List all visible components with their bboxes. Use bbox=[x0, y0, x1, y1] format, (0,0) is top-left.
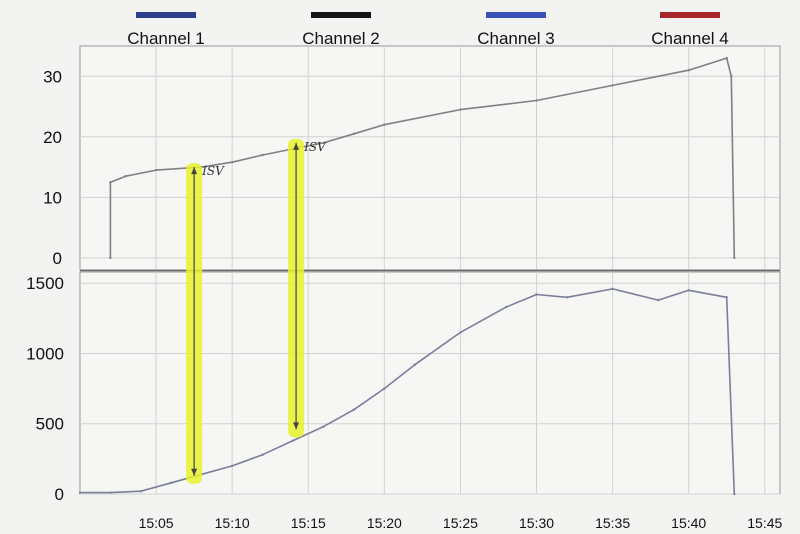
bottom-series-line-point bbox=[725, 296, 728, 299]
bottom-plot-area bbox=[79, 271, 781, 495]
bottom-series-line-point bbox=[78, 491, 82, 494]
highlight-arrow-head-up bbox=[191, 167, 198, 175]
top-series-line-point bbox=[730, 75, 733, 78]
x-tick-label: 15:25 bbox=[443, 515, 478, 531]
legend-swatch-channel-4 bbox=[660, 12, 720, 18]
legend-swatch-channel-3 bbox=[486, 12, 546, 18]
top-series-line-point bbox=[535, 99, 538, 102]
top-series-line-point bbox=[154, 168, 158, 172]
legend-swatch-channel-1 bbox=[136, 12, 196, 18]
top-y-tick-label: 0 bbox=[53, 249, 62, 268]
top-y-tick-label: 20 bbox=[43, 128, 62, 147]
highlight-group bbox=[186, 138, 305, 484]
top-series-line-point bbox=[383, 123, 386, 126]
top-series-line-point bbox=[109, 181, 112, 184]
bottom-series-line-point bbox=[170, 481, 173, 484]
x-tick-label: 15:20 bbox=[367, 515, 402, 531]
top-series-line bbox=[109, 57, 736, 258]
top-series-group bbox=[109, 56, 736, 260]
top-series-line-point bbox=[261, 153, 264, 157]
bottom-y-axis-ticks: 0 500 1000 1500 bbox=[26, 274, 64, 504]
bottom-series-line-point bbox=[611, 287, 614, 291]
bottom-series-line-point bbox=[352, 408, 356, 411]
bottom-series-line-point bbox=[231, 464, 234, 468]
bottom-series-line-point bbox=[733, 492, 736, 496]
annotation-label: ISV bbox=[201, 164, 225, 178]
annotation-label: ISV bbox=[303, 140, 327, 154]
bottom-series-line-point bbox=[657, 298, 660, 302]
top-series-line-point bbox=[459, 108, 462, 111]
bottom-series-line-point bbox=[459, 331, 462, 334]
top-series-line-point bbox=[231, 161, 234, 164]
top-y-tick-label: 10 bbox=[43, 188, 62, 207]
bottom-y-tick-label: 1000 bbox=[26, 344, 64, 363]
top-plot-area bbox=[79, 45, 781, 271]
top-panel: 0 10 20 30 bbox=[43, 45, 781, 271]
bottom-series-line-point bbox=[109, 491, 112, 494]
bottom-y-tick-label: 0 bbox=[55, 485, 64, 504]
bottom-series-line-point bbox=[535, 293, 538, 296]
bottom-series-line-point bbox=[139, 490, 143, 493]
bottom-series-line-point bbox=[383, 387, 386, 390]
bottom-y-tick-label: 1500 bbox=[26, 274, 64, 293]
x-tick-label: 15:15 bbox=[291, 515, 326, 531]
x-tick-label: 15:05 bbox=[139, 515, 174, 531]
top-series-line-point bbox=[124, 175, 127, 178]
bottom-series-line-point bbox=[261, 453, 264, 456]
top-series-line-point bbox=[687, 69, 690, 72]
bottom-series-group bbox=[78, 287, 736, 496]
bottom-y-tick-label: 500 bbox=[36, 415, 64, 434]
highlight-arrow-head-down bbox=[191, 468, 198, 476]
bottom-series-line-point bbox=[291, 439, 295, 442]
top-series-line-point bbox=[109, 256, 112, 260]
highlight-arrow-head-up bbox=[293, 142, 300, 150]
x-axis-ticks: 15:05 15:10 15:15 15:20 15:25 15:30 15:35 15:40… bbox=[139, 515, 783, 531]
bottom-series-line-point bbox=[565, 296, 569, 299]
bottom-series-line-point bbox=[322, 425, 325, 428]
legend: Channel 1 Channel 2 Channel 3 Channel 4 bbox=[127, 12, 729, 48]
top-series-line-point bbox=[352, 132, 356, 135]
bottom-series-line-point bbox=[687, 289, 690, 292]
legend-label-channel-3: Channel 3 bbox=[477, 29, 555, 48]
highlight-arrow-head-down bbox=[293, 422, 300, 430]
x-tick-label: 15:35 bbox=[595, 515, 630, 531]
top-series-line-point bbox=[611, 84, 614, 87]
top-y-axis-ticks: 0 10 20 30 bbox=[43, 67, 62, 268]
x-tick-label: 15:30 bbox=[519, 515, 554, 531]
legend-label-channel-1: Channel 1 bbox=[127, 29, 205, 48]
legend-swatch-channel-2 bbox=[311, 12, 371, 18]
x-tick-label: 15:10 bbox=[215, 515, 250, 531]
legend-label-channel-4: Channel 4 bbox=[651, 29, 729, 48]
top-series-line-point bbox=[733, 256, 736, 260]
legend-label-channel-2: Channel 2 bbox=[302, 29, 380, 48]
x-tick-label: 15:40 bbox=[671, 515, 706, 531]
bottom-series-line-point bbox=[504, 305, 508, 309]
x-tick-label: 15:45 bbox=[747, 515, 782, 531]
bottom-series-line-point bbox=[413, 363, 416, 366]
top-y-tick-label: 30 bbox=[43, 67, 62, 86]
bottom-panel: 0 500 1000 1500 bbox=[26, 271, 781, 504]
top-series-line-point bbox=[725, 56, 728, 60]
top-series-line-point bbox=[322, 141, 325, 145]
annotation-group: ISV ISV bbox=[201, 140, 327, 178]
